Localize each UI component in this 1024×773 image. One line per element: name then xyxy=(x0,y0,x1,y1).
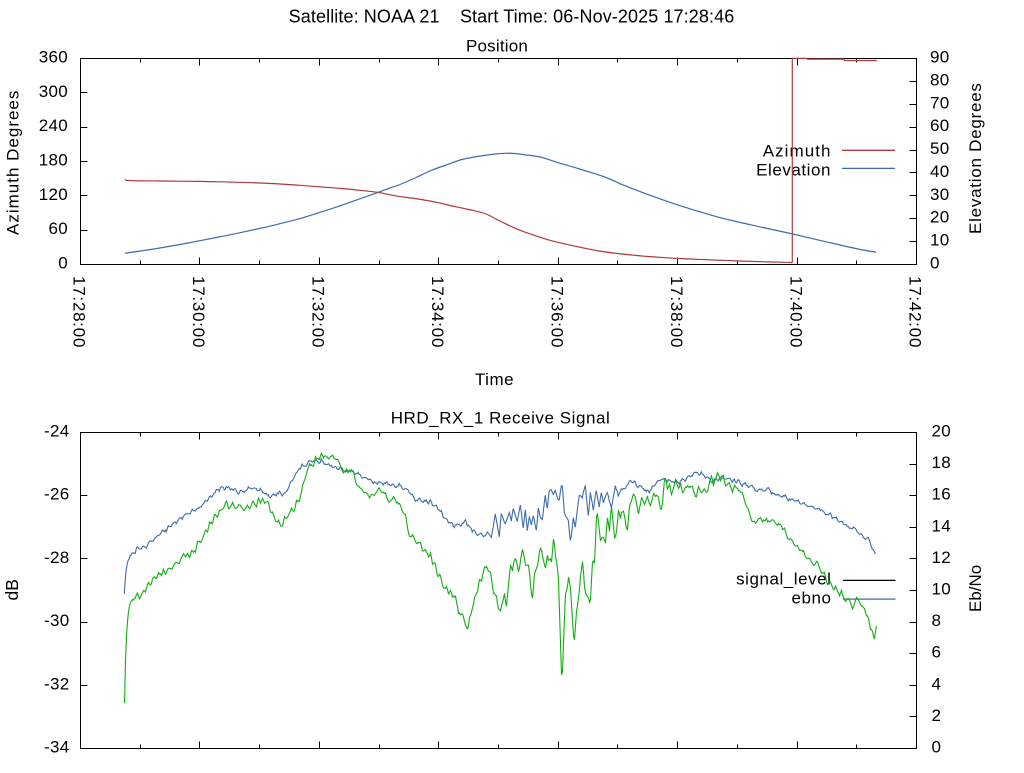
svg-text:0: 0 xyxy=(930,254,940,273)
svg-text:signal_level: signal_level xyxy=(736,570,831,589)
svg-text:Azimuth: Azimuth xyxy=(763,142,832,161)
svg-text:4: 4 xyxy=(932,674,942,693)
svg-text:40: 40 xyxy=(930,162,950,181)
svg-text:18: 18 xyxy=(932,453,952,472)
svg-text:0: 0 xyxy=(58,254,68,273)
svg-text:16: 16 xyxy=(932,485,952,504)
svg-text:17:28:00: 17:28:00 xyxy=(70,276,89,348)
svg-text:-26: -26 xyxy=(44,485,69,504)
svg-text:HRD_RX_1 Receive Signal: HRD_RX_1 Receive Signal xyxy=(391,409,611,428)
svg-text:50: 50 xyxy=(930,139,950,158)
svg-text:2: 2 xyxy=(932,706,942,725)
svg-text:120: 120 xyxy=(39,185,68,204)
svg-text:17:36:00: 17:36:00 xyxy=(547,276,566,348)
svg-text:14: 14 xyxy=(932,516,952,535)
svg-text:17:30:00: 17:30:00 xyxy=(189,276,208,348)
svg-text:80: 80 xyxy=(930,70,950,89)
svg-text:8: 8 xyxy=(932,611,942,630)
svg-text:-28: -28 xyxy=(44,548,69,567)
svg-text:10: 10 xyxy=(930,231,950,250)
svg-text:ebno: ebno xyxy=(791,589,831,608)
svg-text:60: 60 xyxy=(48,219,68,238)
svg-text:-32: -32 xyxy=(44,674,69,693)
svg-text:17:32:00: 17:32:00 xyxy=(309,276,328,348)
svg-text:Satellite: NOAA 21 Start Ti: Satellite: NOAA 21 Start Time: 06-Nov-20… xyxy=(289,7,735,27)
svg-text:240: 240 xyxy=(39,116,68,135)
svg-text:17:34:00: 17:34:00 xyxy=(428,276,447,348)
svg-text:360: 360 xyxy=(39,48,68,67)
svg-text:20: 20 xyxy=(930,208,950,227)
svg-text:12: 12 xyxy=(932,548,952,567)
svg-text:180: 180 xyxy=(39,151,68,170)
svg-text:0: 0 xyxy=(932,738,942,757)
svg-text:Elevation: Elevation xyxy=(756,160,831,179)
svg-text:6: 6 xyxy=(932,643,942,662)
svg-text:60: 60 xyxy=(930,116,950,135)
svg-text:-30: -30 xyxy=(44,611,69,630)
svg-text:17:40:00: 17:40:00 xyxy=(786,276,805,348)
svg-text:Elevation Degrees: Elevation Degrees xyxy=(966,82,985,234)
svg-text:300: 300 xyxy=(39,82,68,101)
svg-text:30: 30 xyxy=(930,185,950,204)
svg-text:10: 10 xyxy=(932,580,952,599)
svg-text:dB: dB xyxy=(2,579,22,600)
svg-text:20: 20 xyxy=(932,422,952,441)
svg-text:17:38:00: 17:38:00 xyxy=(667,276,686,348)
svg-text:70: 70 xyxy=(930,93,950,112)
svg-text:Position: Position xyxy=(466,37,528,56)
svg-text:90: 90 xyxy=(930,48,950,67)
svg-text:Azimuth Degrees: Azimuth Degrees xyxy=(4,90,23,235)
svg-text:-34: -34 xyxy=(44,738,69,757)
svg-text:Eb/No: Eb/No xyxy=(966,565,985,612)
svg-text:Time: Time xyxy=(475,370,514,389)
svg-text:17:42:00: 17:42:00 xyxy=(906,276,925,348)
svg-text:-24: -24 xyxy=(44,422,69,441)
